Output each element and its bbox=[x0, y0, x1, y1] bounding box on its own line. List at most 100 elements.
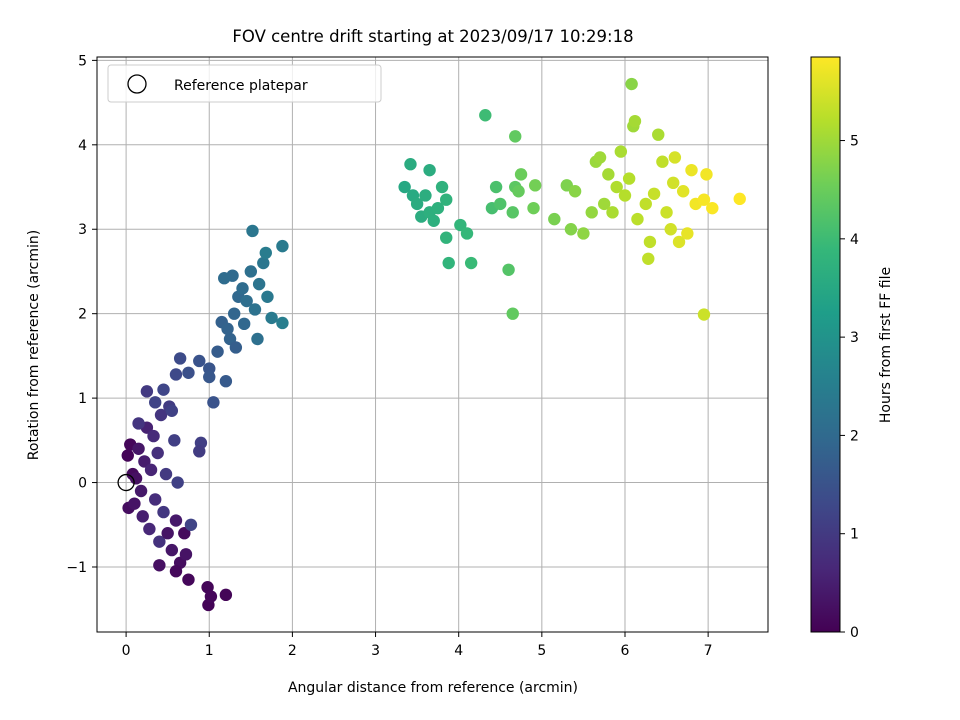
data-point bbox=[528, 179, 542, 192]
data-point bbox=[664, 223, 677, 236]
data-point bbox=[548, 212, 561, 226]
data-point bbox=[179, 548, 193, 561]
data-point bbox=[151, 446, 164, 460]
data-point bbox=[464, 256, 478, 270]
legend: Reference platepar bbox=[107, 64, 382, 103]
data-point bbox=[244, 265, 258, 278]
colorbar-tick-label: 1 bbox=[850, 527, 859, 543]
y-tick-label: −1 bbox=[66, 560, 87, 576]
data-point bbox=[733, 192, 746, 206]
data-point bbox=[614, 145, 628, 158]
data-point bbox=[252, 277, 266, 291]
x-axis-label: Angular distance from reference (arcmin) bbox=[288, 680, 578, 696]
data-point bbox=[706, 201, 719, 215]
data-point bbox=[157, 505, 170, 519]
data-point bbox=[165, 404, 179, 417]
data-point bbox=[157, 383, 170, 396]
chart-title: FOV centre drift starting at 2023/09/17 … bbox=[232, 27, 633, 46]
data-point bbox=[161, 527, 174, 540]
data-point bbox=[237, 317, 251, 331]
data-point bbox=[229, 341, 243, 354]
data-point bbox=[144, 463, 158, 477]
data-point bbox=[159, 467, 173, 481]
data-point bbox=[506, 206, 519, 219]
data-point bbox=[134, 484, 148, 498]
x-tick-label: 1 bbox=[205, 643, 214, 659]
data-point bbox=[173, 352, 187, 365]
x-tick-label: 4 bbox=[454, 643, 463, 659]
data-point bbox=[168, 434, 181, 447]
legend-label: Reference platepar bbox=[174, 78, 308, 94]
x-tick-label: 3 bbox=[371, 643, 380, 659]
data-point bbox=[203, 370, 216, 384]
data-point bbox=[440, 231, 453, 244]
data-point bbox=[276, 239, 289, 253]
colorbar-tick-label: 2 bbox=[850, 428, 859, 444]
data-point bbox=[685, 163, 698, 177]
data-point bbox=[276, 316, 289, 330]
data-point bbox=[184, 518, 198, 531]
data-point bbox=[218, 272, 231, 285]
data-point bbox=[423, 163, 436, 177]
colorbar-tick-label: 0 bbox=[850, 625, 859, 641]
data-point bbox=[169, 368, 183, 381]
data-point bbox=[410, 197, 424, 211]
data-point bbox=[147, 429, 160, 443]
data-point bbox=[248, 303, 262, 316]
data-point bbox=[672, 235, 686, 249]
colorbar-label: Hours from first FF file bbox=[878, 267, 894, 423]
legend-box bbox=[107, 64, 382, 103]
data-point bbox=[265, 311, 278, 325]
data-point bbox=[169, 514, 183, 527]
plot-area: 0 1 2 3 4 5 6 7 −1 0 1 2 3 4 5 bbox=[66, 53, 769, 659]
data-point bbox=[419, 189, 432, 202]
data-point bbox=[593, 151, 607, 164]
data-point bbox=[193, 354, 206, 368]
data-point bbox=[143, 522, 156, 536]
data-point bbox=[622, 172, 636, 185]
data-point bbox=[514, 168, 528, 181]
data-point bbox=[642, 252, 655, 265]
y-tick-label: 0 bbox=[78, 476, 87, 492]
data-point bbox=[618, 189, 632, 202]
data-point bbox=[585, 206, 598, 219]
data-point bbox=[149, 493, 162, 506]
x-tick-label: 2 bbox=[288, 643, 297, 659]
data-point bbox=[631, 212, 644, 226]
data-point bbox=[489, 180, 503, 194]
data-point bbox=[639, 197, 652, 211]
data-point bbox=[182, 573, 195, 586]
data-point bbox=[138, 455, 151, 468]
data-point bbox=[643, 235, 657, 249]
data-point bbox=[647, 187, 661, 200]
data-point bbox=[404, 158, 417, 171]
data-point bbox=[668, 151, 682, 164]
data-point bbox=[219, 375, 233, 388]
data-point bbox=[610, 180, 623, 194]
data-point bbox=[625, 77, 638, 91]
data-point bbox=[178, 527, 191, 540]
data-point bbox=[154, 408, 168, 422]
data-point bbox=[577, 227, 590, 240]
data-point bbox=[140, 385, 154, 398]
data-point bbox=[121, 449, 134, 462]
data-point bbox=[153, 559, 166, 572]
data-point bbox=[697, 193, 711, 206]
data-point bbox=[512, 185, 525, 198]
y-axis-label: Rotation from reference (arcmin) bbox=[26, 230, 42, 460]
data-point bbox=[246, 224, 259, 238]
data-point bbox=[227, 307, 241, 320]
colorbar-tick-label: 3 bbox=[850, 330, 859, 346]
x-tick-label: 6 bbox=[621, 643, 630, 659]
reference-marker bbox=[117, 473, 135, 492]
data-point bbox=[236, 282, 249, 295]
data-point bbox=[132, 442, 145, 455]
data-point bbox=[527, 201, 540, 215]
data-point bbox=[182, 366, 195, 379]
x-tick-label: 5 bbox=[537, 643, 546, 659]
y-tick-label: 3 bbox=[78, 222, 87, 238]
x-tick-label: 7 bbox=[704, 643, 713, 659]
data-point bbox=[509, 130, 522, 143]
data-point bbox=[221, 322, 234, 336]
